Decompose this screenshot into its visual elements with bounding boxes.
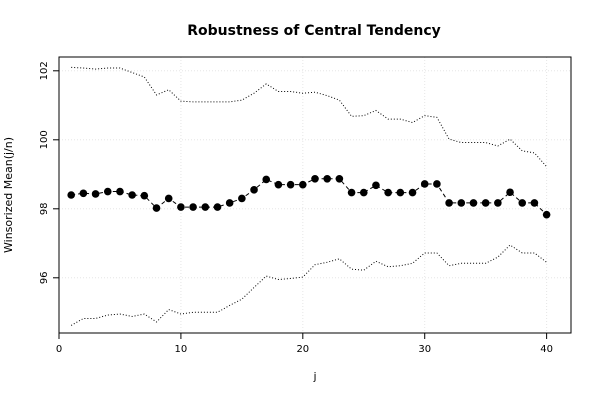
data-point — [542, 210, 551, 219]
data-point — [91, 190, 100, 198]
data-point — [213, 203, 222, 211]
data-point — [164, 194, 173, 203]
data-point — [457, 199, 466, 207]
data-point — [250, 186, 258, 194]
data-point — [506, 188, 514, 197]
data-point — [323, 174, 331, 183]
data-point — [140, 191, 149, 200]
y-tick-label: 102 — [39, 61, 50, 80]
series-line-1 — [71, 66, 547, 168]
y-axis-label: Winsorized Mean(j/n) — [2, 137, 15, 253]
data-point — [201, 203, 210, 211]
grid — [58, 57, 571, 333]
series-line-0 — [71, 178, 547, 216]
series-layer — [67, 66, 551, 326]
x-tick-label: 10 — [175, 344, 188, 355]
data-point — [481, 199, 490, 207]
data-point — [420, 180, 429, 188]
y-axis: 96 98 100 102 — [39, 61, 59, 284]
data-point — [384, 188, 392, 197]
x-axis-label: j — [312, 370, 316, 383]
x-tick-label: 40 — [540, 344, 553, 355]
data-point — [530, 199, 539, 207]
data-point — [177, 203, 185, 211]
y-tick-label: 100 — [39, 130, 50, 149]
x-tick-label: 0 — [56, 344, 62, 355]
data-point — [335, 174, 344, 183]
data-point — [311, 174, 319, 183]
data-point — [408, 188, 417, 197]
x-tick-label: 20 — [296, 344, 309, 355]
data-point — [494, 199, 502, 207]
data-point — [225, 199, 234, 207]
data-point — [103, 187, 112, 196]
data-point — [469, 199, 478, 207]
data-point — [189, 203, 197, 211]
data-point — [262, 175, 271, 184]
data-point — [359, 188, 368, 197]
data-point — [274, 180, 283, 189]
data-point — [518, 199, 527, 207]
data-point — [79, 189, 88, 198]
data-point — [238, 194, 246, 203]
data-point — [396, 188, 405, 197]
data-point — [299, 180, 307, 189]
data-point — [128, 191, 136, 199]
data-point — [152, 204, 161, 212]
data-point — [286, 180, 295, 189]
x-tick-label: 30 — [418, 344, 431, 355]
series-line-2 — [70, 244, 547, 326]
data-point — [67, 191, 75, 199]
data-point — [372, 181, 380, 190]
plot-area — [58, 56, 572, 334]
data-point — [445, 199, 453, 207]
x-axis: 0 10 20 30 40 — [56, 333, 553, 355]
y-tick-label: 98 — [39, 202, 50, 215]
data-point — [347, 188, 356, 197]
chart-title: Robustness of Central Tendency — [187, 23, 441, 39]
y-tick-label: 96 — [39, 271, 50, 284]
data-point — [433, 180, 441, 188]
data-point — [116, 187, 124, 196]
